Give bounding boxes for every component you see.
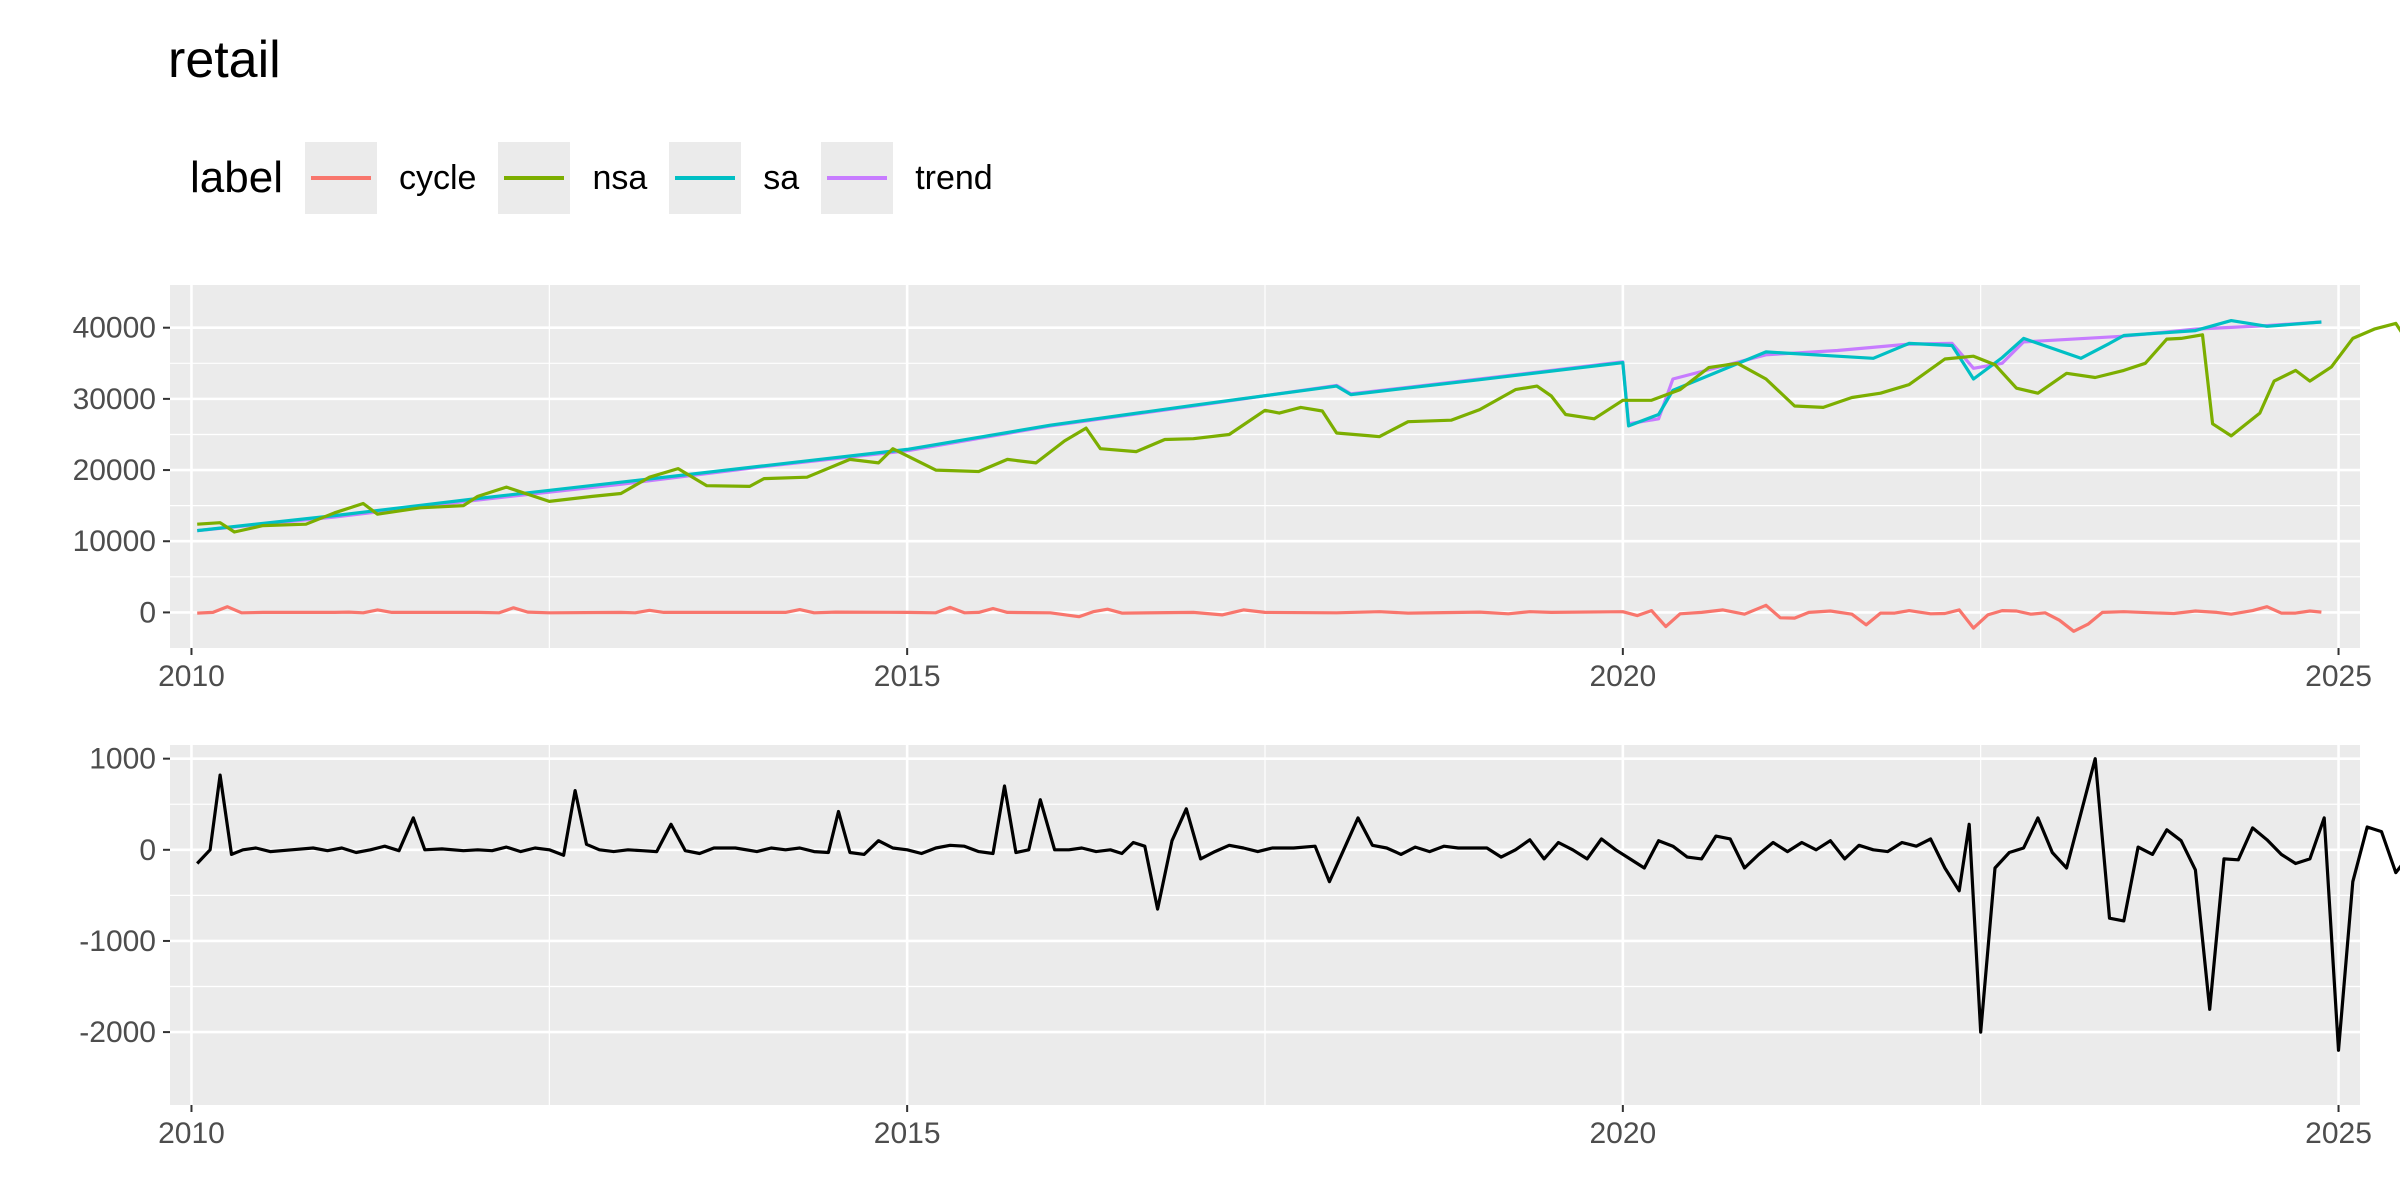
y-tick-label-30000: 30000 <box>73 383 156 416</box>
y-tick-label-20000: 20000 <box>73 454 156 487</box>
x-tick-label-2020: 2020 <box>1589 1117 1656 1150</box>
y-tick-label-1000: 1000 <box>89 743 156 776</box>
legend-item-nsa: nsa <box>498 142 647 214</box>
legend-title: label <box>190 153 283 202</box>
y-tick-label-10000: 10000 <box>73 525 156 558</box>
x-tick-label-2015: 2015 <box>874 660 941 693</box>
x-tick-label-2010: 2010 <box>158 660 225 693</box>
series-line-cycle <box>197 603 2322 633</box>
x-tick-label-2010: 2010 <box>158 1117 225 1150</box>
series-line-sa <box>197 319 2322 533</box>
y-tick-label-40000: 40000 <box>73 312 156 345</box>
y-tick-label--1000: -1000 <box>79 925 156 958</box>
legend-label-cycle: cycle <box>398 158 477 197</box>
legend-key-trend <box>821 142 894 214</box>
legend-key-nsa <box>498 142 571 214</box>
x-tick-label-2015: 2015 <box>874 1117 941 1150</box>
legend-key-sa <box>669 142 742 214</box>
y-tick-label--2000: -2000 <box>79 1016 156 1049</box>
legend-item-cycle: cycle <box>304 142 477 214</box>
y-tick-label-0: 0 <box>139 596 156 629</box>
x-tick-label-2025: 2025 <box>2305 1117 2372 1150</box>
x-tick-label-2025: 2025 <box>2305 660 2372 693</box>
legend-item-sa: sa <box>669 142 799 214</box>
legend-label-nsa: nsa <box>592 158 648 197</box>
y-tick-label-0: 0 <box>139 834 156 867</box>
series-line-panel-2 <box>196 757 2400 1052</box>
legend: label cycle nsa sa trend <box>190 140 1015 216</box>
legend-key-cycle <box>304 142 377 214</box>
legend-label-sa: sa <box>763 158 800 197</box>
legend-label-trend: trend <box>915 158 993 197</box>
chart-title: retail <box>168 31 281 89</box>
series-line-nsa <box>197 321 2400 534</box>
x-tick-label-2020: 2020 <box>1589 660 1656 693</box>
legend-item-trend: trend <box>821 142 993 214</box>
